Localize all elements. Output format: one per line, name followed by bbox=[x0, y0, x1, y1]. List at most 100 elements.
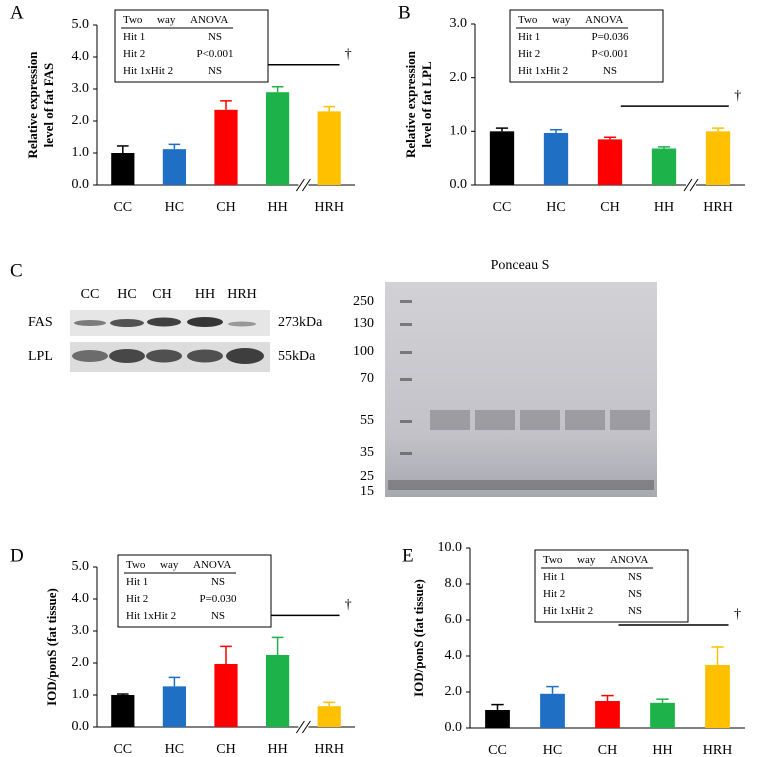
panel-letter: A bbox=[10, 2, 24, 23]
x-tick-label: CC bbox=[113, 742, 132, 757]
anova-box bbox=[534, 549, 689, 623]
significance-mark: † bbox=[734, 607, 741, 622]
bar bbox=[214, 663, 238, 727]
bar bbox=[597, 139, 623, 185]
bar bbox=[595, 701, 620, 728]
y-tick-label: 4.0 bbox=[72, 591, 90, 606]
size-label: 273kDa bbox=[278, 315, 323, 330]
gel-lanes bbox=[388, 300, 654, 490]
bar bbox=[214, 109, 238, 185]
marker-label: 25 bbox=[360, 469, 374, 484]
anova-result: P=0.036 bbox=[591, 31, 629, 43]
anova-term: Hit 1xHit 2 bbox=[123, 65, 173, 77]
anova-result: P=0.030 bbox=[199, 593, 237, 605]
x-tick-label: HC bbox=[543, 743, 562, 757]
bar bbox=[543, 132, 569, 185]
x-tick-label: HH bbox=[267, 742, 287, 757]
y-tick-label: 3.0 bbox=[72, 623, 90, 638]
anova-box bbox=[509, 9, 664, 83]
anova-header: Two bbox=[543, 554, 563, 566]
y-tick-label: 0.0 bbox=[72, 177, 90, 192]
bar bbox=[650, 702, 675, 728]
y-axis-label: Relative expression bbox=[25, 51, 40, 159]
axis-break-gap bbox=[298, 724, 309, 730]
axis-break bbox=[295, 178, 305, 192]
y-axis-label: Relative expression bbox=[403, 50, 418, 158]
bar bbox=[265, 655, 290, 727]
gel-title: Ponceau S bbox=[491, 258, 550, 273]
marker-label: 130 bbox=[353, 316, 374, 331]
y-tick-label: 8.0 bbox=[445, 576, 463, 591]
significance-mark: † bbox=[734, 88, 741, 103]
anova-term: Hit 2 bbox=[123, 48, 145, 60]
y-tick-label: 2.0 bbox=[72, 113, 90, 128]
x-tick-label: HH bbox=[652, 743, 672, 757]
anova-header: Two bbox=[518, 14, 538, 26]
bar bbox=[317, 706, 341, 727]
axis-break bbox=[295, 720, 305, 734]
lane-label: HRH bbox=[227, 287, 257, 302]
y-tick-label: 3.0 bbox=[450, 16, 468, 31]
anova-box bbox=[117, 554, 272, 628]
bar bbox=[540, 693, 565, 728]
marker-label: 35 bbox=[360, 445, 374, 460]
bar bbox=[705, 131, 731, 185]
x-tick-label: CH bbox=[216, 742, 235, 757]
y-tick-label: 4.0 bbox=[445, 648, 463, 663]
y-tick-label: 2.0 bbox=[72, 655, 90, 670]
anova-result: NS bbox=[208, 65, 222, 77]
anova-header: way bbox=[552, 14, 571, 26]
panel-letter: D bbox=[10, 545, 24, 566]
x-tick-label: CC bbox=[488, 743, 507, 757]
marker-label: 55 bbox=[360, 413, 374, 428]
axis-break-gap bbox=[686, 182, 696, 188]
marker-label: 250 bbox=[353, 294, 374, 309]
y-tick-label: 0.0 bbox=[445, 720, 463, 735]
x-tick-label: HC bbox=[165, 742, 184, 757]
protein-label: FAS bbox=[28, 315, 53, 330]
x-tick-label: HC bbox=[546, 200, 565, 215]
anova-box bbox=[114, 9, 269, 83]
x-tick-label: CH bbox=[216, 200, 235, 215]
blot-bands bbox=[72, 317, 264, 364]
axis-break-gap bbox=[298, 182, 309, 188]
y-tick-label: 2.0 bbox=[445, 684, 463, 699]
anova-term: Hit 1xHit 2 bbox=[126, 610, 176, 622]
x-tick-label: HRH bbox=[314, 742, 344, 757]
anova-term: Hit 2 bbox=[126, 593, 148, 605]
anova-term: Hit 1xHit 2 bbox=[543, 605, 593, 617]
x-tick-label: HH bbox=[654, 200, 674, 215]
anova-header: Two bbox=[123, 14, 143, 26]
x-tick-label: CC bbox=[113, 200, 132, 215]
protein-label: LPL bbox=[28, 349, 53, 364]
anova-term: Hit 2 bbox=[518, 48, 540, 60]
anova-result: NS bbox=[603, 65, 617, 77]
anova-header: way bbox=[157, 14, 176, 26]
bar bbox=[265, 92, 290, 185]
anova-term: Hit 1 bbox=[543, 571, 565, 583]
anova-header: ANOVA bbox=[585, 14, 623, 26]
significance-mark: † bbox=[345, 47, 352, 62]
y-tick-label: 6.0 bbox=[445, 612, 463, 627]
anova-header: ANOVA bbox=[190, 14, 228, 26]
y-axis-label: IOD/ponS (fat tissue) bbox=[44, 588, 59, 706]
gel bbox=[385, 282, 657, 497]
x-tick-label: CH bbox=[598, 743, 617, 757]
anova-term: Hit 1xHit 2 bbox=[518, 65, 568, 77]
marker-label: 100 bbox=[353, 344, 374, 359]
axis-break bbox=[683, 178, 693, 192]
y-axis-label: level of fat FAS bbox=[41, 63, 56, 148]
y-tick-label: 0.0 bbox=[450, 177, 468, 192]
x-tick-label: HH bbox=[267, 200, 287, 215]
bar bbox=[317, 111, 341, 185]
y-tick-label: 1.0 bbox=[72, 145, 90, 160]
y-tick-label: 3.0 bbox=[72, 81, 90, 96]
lane-label: CC bbox=[81, 287, 100, 302]
y-tick-label: 1.0 bbox=[72, 687, 90, 702]
y-axis-label: IOD/ponS (fat tissue) bbox=[411, 579, 426, 697]
panel-letter: E bbox=[402, 545, 414, 566]
lane-label: HC bbox=[117, 287, 136, 302]
marker-label: 15 bbox=[360, 484, 374, 499]
